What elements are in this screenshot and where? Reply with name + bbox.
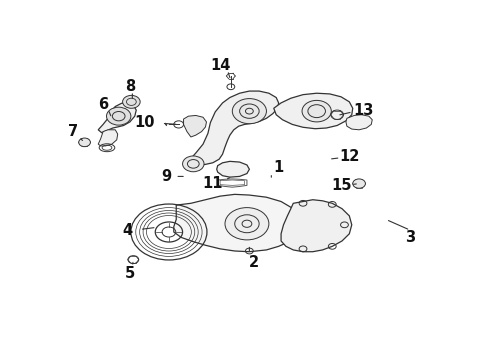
Text: 12: 12 (339, 149, 359, 164)
Text: 4: 4 (122, 223, 132, 238)
Text: 3: 3 (405, 230, 414, 245)
Circle shape (106, 107, 131, 125)
Text: 14: 14 (209, 58, 230, 73)
Circle shape (224, 208, 268, 240)
Circle shape (232, 99, 266, 124)
Text: 15: 15 (331, 178, 351, 193)
Text: 10: 10 (134, 115, 155, 130)
Circle shape (79, 138, 90, 147)
Text: 11: 11 (202, 176, 223, 191)
Circle shape (182, 156, 203, 172)
Polygon shape (98, 103, 136, 133)
Circle shape (302, 100, 330, 122)
Text: 7: 7 (68, 124, 78, 139)
Circle shape (122, 95, 140, 108)
Polygon shape (281, 200, 351, 252)
Text: 2: 2 (249, 255, 259, 270)
Polygon shape (183, 116, 206, 137)
Text: 8: 8 (124, 78, 135, 94)
Text: 6: 6 (98, 97, 108, 112)
Circle shape (352, 179, 365, 188)
Text: 5: 5 (124, 266, 135, 281)
Text: 13: 13 (353, 103, 373, 118)
Text: 1: 1 (273, 160, 283, 175)
Text: 9: 9 (161, 169, 171, 184)
Polygon shape (345, 115, 371, 130)
Polygon shape (173, 194, 302, 252)
Polygon shape (190, 91, 278, 165)
Polygon shape (216, 161, 249, 177)
Polygon shape (98, 130, 118, 146)
Polygon shape (273, 93, 352, 129)
